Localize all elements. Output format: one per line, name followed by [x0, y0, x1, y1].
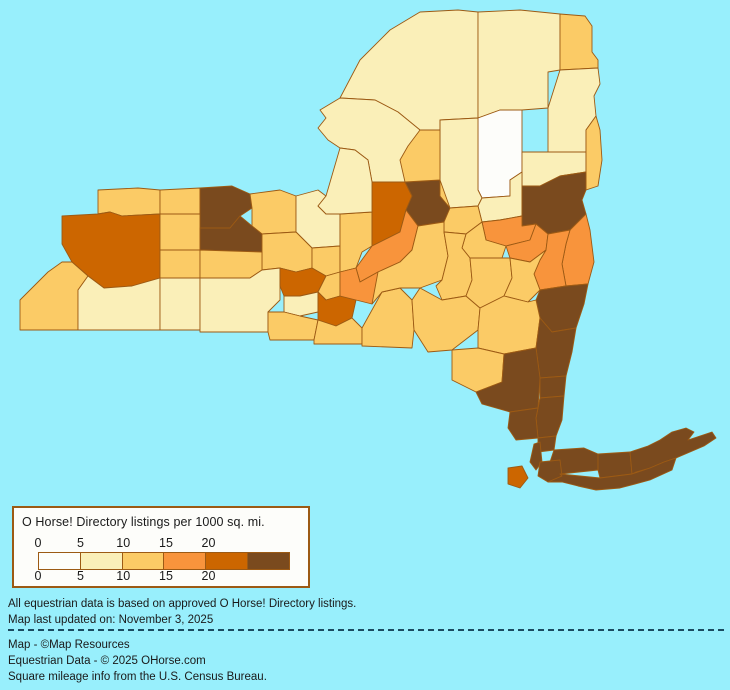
legend-ticks-bottom: 0 5 10 15 20 [34, 569, 294, 583]
county-steuben [199, 267, 281, 333]
county-chemung [267, 311, 319, 341]
county-wyoming [159, 249, 201, 279]
footer-upper: All equestrian data is based on approved… [8, 596, 722, 628]
legend-tick-bottom-2: 10 [116, 569, 131, 583]
county-suffolk-mainland [547, 457, 677, 491]
footer-divider [8, 629, 724, 631]
legend-ticks-top: 0 5 10 15 20 [34, 536, 294, 550]
legend-tick-top-3: 15 [159, 536, 173, 550]
county-genesee [159, 213, 201, 251]
county-rockland [507, 397, 541, 441]
legend-tick-bottom-1: 5 [77, 569, 84, 583]
county-franklin [477, 9, 561, 119]
footer-lower: Map - ©Map Resources Equestrian Data - ©… [8, 637, 722, 685]
legend-tick-bottom-0: 0 [34, 569, 42, 583]
county-richmond [507, 465, 529, 489]
footer-last-updated: Map last updated on: November 3, 2025 [8, 614, 214, 626]
footer-data-source-note: All equestrian data is based on approved… [8, 598, 357, 610]
legend-tick-bottom-4: 20 [201, 569, 216, 583]
county-oswego-north [317, 147, 373, 215]
county-niagara [97, 187, 161, 217]
county-wayne [249, 189, 297, 235]
legend-tick-top-0: 0 [34, 536, 42, 550]
legend-tick-top-2: 10 [116, 536, 131, 550]
county-westchester [535, 395, 565, 439]
legend-swatch-2 [122, 553, 165, 569]
legend-color-scale [38, 552, 290, 570]
county-clinton [559, 13, 599, 71]
legend-swatch-0 [39, 553, 81, 569]
map-legend: O Horse! Directory listings per 1000 sq.… [12, 506, 310, 588]
legend-swatch-5 [248, 553, 289, 569]
legend-tick-bottom-3: 15 [159, 569, 173, 583]
county-livingston [199, 249, 263, 279]
county-washington [585, 115, 603, 191]
county-putnam [539, 375, 567, 399]
legend-tick-top-4: 20 [201, 536, 216, 550]
county-delaware [411, 287, 481, 353]
county-orleans [159, 187, 201, 215]
legend-swatch-4 [206, 553, 249, 569]
county-oneida-core [399, 129, 441, 183]
footer-map-credit: Map - ©Map Resources [8, 639, 130, 651]
new-york-county-map [19, 9, 717, 491]
county-allegany [159, 277, 201, 331]
county-schuyler [283, 291, 319, 317]
footer-equestrian-data-credit: Equestrian Data - © 2025 OHorse.com [8, 655, 206, 667]
legend-swatch-3 [164, 553, 207, 569]
legend-tick-top-1: 5 [77, 536, 84, 550]
county-lewis [439, 117, 483, 209]
county-greene [503, 249, 547, 303]
choropleth-map [19, 9, 717, 491]
county-nassau [597, 451, 633, 479]
footer-census-credit: Square mileage info from the U.S. Census… [8, 671, 267, 683]
legend-swatch-1 [80, 553, 123, 569]
county-ulster [477, 295, 541, 355]
legend-title: O Horse! Directory listings per 1000 sq.… [22, 515, 265, 529]
